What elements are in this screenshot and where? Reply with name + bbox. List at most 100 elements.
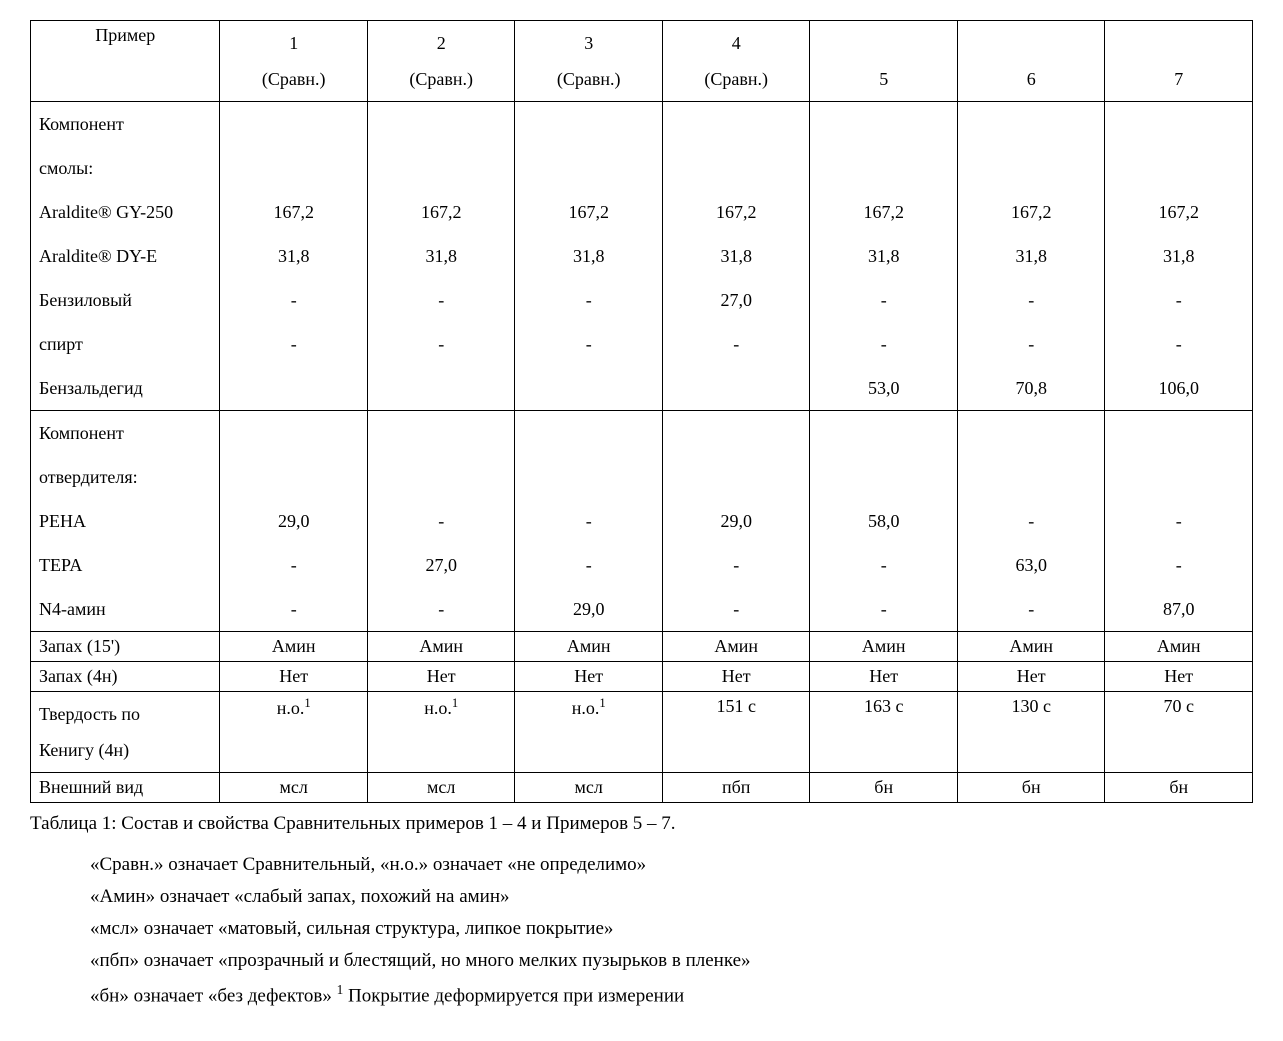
cell: Амин xyxy=(367,632,515,662)
cell: Амин xyxy=(957,632,1105,662)
table-caption: Таблица 1: Состав и свойства Сравнительн… xyxy=(30,813,1253,835)
cell: 167,2 xyxy=(662,190,810,234)
col-header-6: 6 xyxy=(957,21,1105,102)
hardness-row: Твердость поКенигу (4н)н.о.1н.о.1н.о.115… xyxy=(31,692,1253,773)
cell: 167,2 xyxy=(957,190,1105,234)
cell: - xyxy=(515,322,663,366)
col-header-5: 5 xyxy=(810,21,958,102)
cell: 63,0 xyxy=(957,543,1105,587)
cell: - xyxy=(1105,543,1253,587)
cell: 31,8 xyxy=(220,234,368,278)
row-label: Запах (4н) xyxy=(31,662,220,692)
row-label: PEHA xyxy=(31,499,220,543)
appearance-row: Внешний видмслмслмслпбпбнбнбн xyxy=(31,773,1253,803)
cell: бн xyxy=(1105,773,1253,803)
cell: - xyxy=(220,587,368,632)
row-label: N4-амин xyxy=(31,587,220,632)
cell: 151 с xyxy=(662,692,810,773)
hardener-section-row: N4-амин--29,0---87,0 xyxy=(31,587,1253,632)
cell: - xyxy=(367,322,515,366)
cell: Нет xyxy=(367,662,515,692)
cell: 87,0 xyxy=(1105,587,1253,632)
cell: 27,0 xyxy=(662,278,810,322)
composition-table: Пример1(Сравн.)2(Сравн.)3(Сравн.)4(Сравн… xyxy=(30,20,1253,803)
cell: н.о.1 xyxy=(515,692,663,773)
col-header-7: 7 xyxy=(1105,21,1253,102)
cell: 31,8 xyxy=(957,234,1105,278)
cell xyxy=(662,366,810,411)
cell: мсл xyxy=(367,773,515,803)
cell: 31,8 xyxy=(367,234,515,278)
resin-section-row: смолы: xyxy=(31,146,1253,190)
hardener-section-title: Компонент xyxy=(31,411,220,456)
cell: Амин xyxy=(1105,632,1253,662)
legend-line: «пбп» означает «прозрачный и блестящий, … xyxy=(90,950,1253,972)
cell: Нет xyxy=(1105,662,1253,692)
row-label: Внешний вид xyxy=(31,773,220,803)
cell: - xyxy=(810,587,958,632)
cell: - xyxy=(515,543,663,587)
col-header-1: 1(Сравн.) xyxy=(220,21,368,102)
resin-section-row: Бензальдегид53,070,8106,0 xyxy=(31,366,1253,411)
cell xyxy=(220,366,368,411)
hardener-section-row: отвердителя: xyxy=(31,455,1253,499)
cell: - xyxy=(810,543,958,587)
hardness-label: Твердость поКенигу (4н) xyxy=(31,692,220,773)
row-label: Araldite® GY-250 xyxy=(31,190,220,234)
cell: - xyxy=(957,587,1105,632)
cell: 167,2 xyxy=(515,190,663,234)
hardener-section-row: Компонент xyxy=(31,411,1253,456)
cell: 27,0 xyxy=(367,543,515,587)
cell: 31,8 xyxy=(1105,234,1253,278)
cell: Нет xyxy=(662,662,810,692)
cell: - xyxy=(810,278,958,322)
cell xyxy=(515,366,663,411)
legend-line: «Амин» означает «слабый запах, похожий н… xyxy=(90,886,1253,908)
legend-line: «мсл» означает «матовый, сильная структу… xyxy=(90,918,1253,940)
cell: 29,0 xyxy=(220,499,368,543)
cell: - xyxy=(662,322,810,366)
row-label: Бензальдегид xyxy=(31,366,220,411)
cell xyxy=(367,366,515,411)
cell: 31,8 xyxy=(810,234,958,278)
cell: - xyxy=(367,587,515,632)
cell: 167,2 xyxy=(1105,190,1253,234)
cell: бн xyxy=(810,773,958,803)
resin-section-title: Компонент xyxy=(31,102,220,147)
cell: бн xyxy=(957,773,1105,803)
table-row: Запах (4н)НетНетНетНетНетНетНет xyxy=(31,662,1253,692)
cell: Нет xyxy=(810,662,958,692)
cell: - xyxy=(220,543,368,587)
cell: 31,8 xyxy=(515,234,663,278)
cell: - xyxy=(810,322,958,366)
cell: Нет xyxy=(220,662,368,692)
row-label: Бензиловый xyxy=(31,278,220,322)
cell: - xyxy=(662,587,810,632)
cell: - xyxy=(1105,278,1253,322)
table-row: Запах (15')АминАминАминАминАминАминАмин xyxy=(31,632,1253,662)
cell: 167,2 xyxy=(367,190,515,234)
cell: - xyxy=(515,278,663,322)
resin-section-title: смолы: xyxy=(31,146,220,190)
legend-line: «Сравн.» означает Сравнительный, «н.о.» … xyxy=(90,854,1253,876)
cell: - xyxy=(367,278,515,322)
hardener-section-row: PEHA29,0--29,058,0-- xyxy=(31,499,1253,543)
cell: Амин xyxy=(515,632,663,662)
legend-line: «бн» означает «без дефектов» 1 Покрытие … xyxy=(90,982,1253,1007)
resin-section-row: спирт------- xyxy=(31,322,1253,366)
hardener-section-row: TEPA-27,0---63,0- xyxy=(31,543,1253,587)
cell: 29,0 xyxy=(515,587,663,632)
cell: - xyxy=(220,278,368,322)
col-header-4: 4(Сравн.) xyxy=(662,21,810,102)
header-label: Пример xyxy=(31,21,220,102)
cell: мсл xyxy=(220,773,368,803)
resin-section-row: Araldite® DY-E31,831,831,831,831,831,831… xyxy=(31,234,1253,278)
cell: 106,0 xyxy=(1105,366,1253,411)
cell: Амин xyxy=(662,632,810,662)
cell: Нет xyxy=(515,662,663,692)
cell: 29,0 xyxy=(662,499,810,543)
cell: Амин xyxy=(810,632,958,662)
cell: 70 с xyxy=(1105,692,1253,773)
resin-section-row: Компонент xyxy=(31,102,1253,147)
cell: 130 с xyxy=(957,692,1105,773)
